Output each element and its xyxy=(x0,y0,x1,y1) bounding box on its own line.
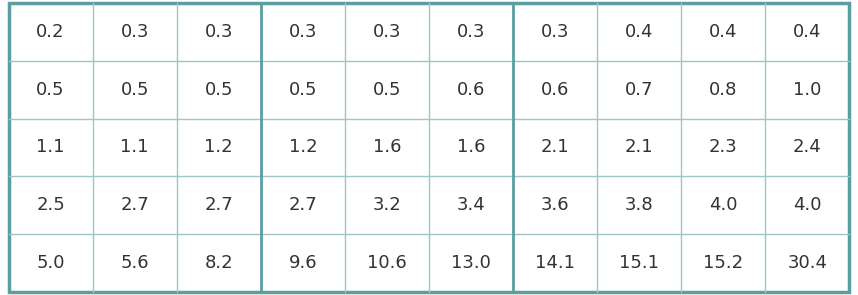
Text: 0.4: 0.4 xyxy=(709,23,738,41)
Text: 13.0: 13.0 xyxy=(451,254,491,272)
Text: 0.7: 0.7 xyxy=(625,81,654,99)
Text: 1.1: 1.1 xyxy=(120,138,149,157)
Text: 3.6: 3.6 xyxy=(541,196,570,214)
Text: 2.7: 2.7 xyxy=(120,196,149,214)
Text: 0.5: 0.5 xyxy=(120,81,149,99)
Text: 1.2: 1.2 xyxy=(288,138,317,157)
Text: 1.0: 1.0 xyxy=(793,81,822,99)
Text: 1.6: 1.6 xyxy=(456,138,486,157)
Text: 0.5: 0.5 xyxy=(36,81,65,99)
Text: 10.6: 10.6 xyxy=(367,254,407,272)
Text: 3.4: 3.4 xyxy=(456,196,486,214)
Text: 5.0: 5.0 xyxy=(36,254,65,272)
Text: 0.3: 0.3 xyxy=(456,23,486,41)
Text: 0.2: 0.2 xyxy=(36,23,65,41)
Text: 4.0: 4.0 xyxy=(709,196,738,214)
Text: 2.1: 2.1 xyxy=(625,138,654,157)
Text: 3.2: 3.2 xyxy=(372,196,402,214)
Text: 2.3: 2.3 xyxy=(709,138,738,157)
Text: 2.1: 2.1 xyxy=(541,138,570,157)
Text: 2.7: 2.7 xyxy=(204,196,233,214)
Text: 2.5: 2.5 xyxy=(36,196,65,214)
Text: 14.1: 14.1 xyxy=(535,254,575,272)
Text: 0.5: 0.5 xyxy=(372,81,402,99)
Text: 0.6: 0.6 xyxy=(456,81,486,99)
Text: 8.2: 8.2 xyxy=(204,254,233,272)
Text: 2.4: 2.4 xyxy=(793,138,822,157)
Text: 0.3: 0.3 xyxy=(288,23,317,41)
Text: 0.5: 0.5 xyxy=(204,81,233,99)
Text: 2.7: 2.7 xyxy=(288,196,317,214)
Text: 9.6: 9.6 xyxy=(288,254,317,272)
Text: 0.3: 0.3 xyxy=(372,23,402,41)
Text: 0.5: 0.5 xyxy=(288,81,317,99)
Text: 15.1: 15.1 xyxy=(619,254,659,272)
Text: 0.8: 0.8 xyxy=(709,81,738,99)
Text: 0.3: 0.3 xyxy=(541,23,570,41)
Text: 0.3: 0.3 xyxy=(204,23,233,41)
Text: 0.4: 0.4 xyxy=(793,23,822,41)
Text: 5.6: 5.6 xyxy=(120,254,149,272)
Text: 30.4: 30.4 xyxy=(788,254,827,272)
Text: 3.8: 3.8 xyxy=(625,196,654,214)
Text: 0.3: 0.3 xyxy=(120,23,149,41)
Text: 0.4: 0.4 xyxy=(625,23,654,41)
Text: 0.6: 0.6 xyxy=(541,81,570,99)
Text: 1.6: 1.6 xyxy=(372,138,402,157)
Text: 1.2: 1.2 xyxy=(204,138,233,157)
Text: 1.1: 1.1 xyxy=(36,138,65,157)
Text: 4.0: 4.0 xyxy=(793,196,822,214)
Text: 15.2: 15.2 xyxy=(704,254,743,272)
